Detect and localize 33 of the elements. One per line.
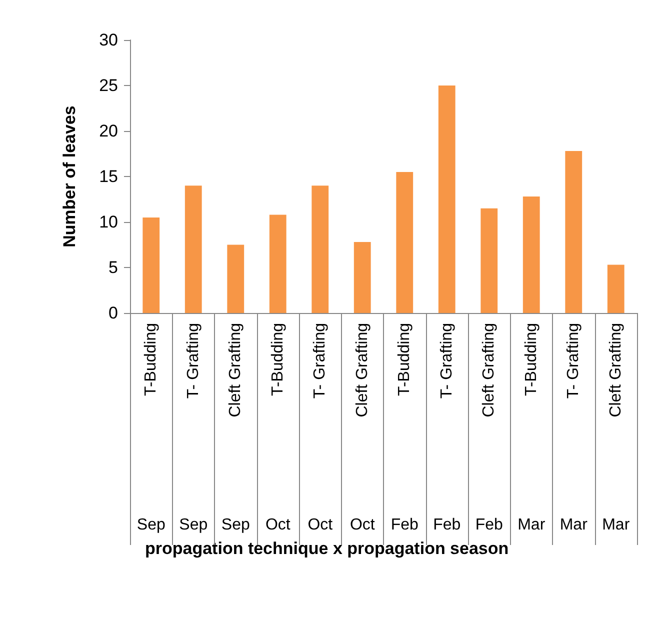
category-label: T-Budding Oct bbox=[265, 323, 290, 534]
bar bbox=[227, 244, 244, 313]
bar bbox=[312, 186, 329, 313]
bar bbox=[522, 196, 540, 313]
category-label: T-Budding Feb bbox=[390, 323, 418, 534]
category-label: Cleft Grafting Mar bbox=[602, 323, 630, 534]
category-label: Cleft Grafting Oct bbox=[350, 323, 375, 534]
y-axis-title: Number of leaves bbox=[60, 106, 79, 248]
y-tick-label: 10 bbox=[99, 212, 118, 232]
bar bbox=[142, 217, 160, 313]
y-tick-label: 20 bbox=[99, 122, 118, 140]
category-label: T- Grafting Sep bbox=[179, 323, 208, 534]
bar bbox=[269, 214, 286, 313]
y-tick-label: 5 bbox=[108, 258, 118, 277]
category-label: T- Grafting Oct bbox=[308, 323, 333, 534]
category-label: T-Budding Sep bbox=[136, 323, 166, 534]
category-label: T-Budding Mar bbox=[518, 323, 546, 534]
y-tick-label: 30 bbox=[99, 30, 118, 50]
bar bbox=[354, 242, 371, 313]
category-label: Cleft Grafting Feb bbox=[475, 323, 503, 534]
category-label: Cleft Grafting Sep bbox=[221, 323, 250, 534]
bar bbox=[607, 264, 624, 313]
bar bbox=[480, 208, 498, 313]
y-tick-label: 0 bbox=[108, 304, 118, 322]
y-tick-label: 25 bbox=[99, 76, 118, 95]
category-label: T- Grafting Feb bbox=[433, 323, 461, 534]
category-label: T- Grafting Mar bbox=[560, 323, 588, 534]
text: propagation technique x propagation season bbox=[145, 539, 509, 558]
bar bbox=[565, 151, 582, 313]
bar bbox=[184, 186, 202, 313]
bar bbox=[396, 172, 414, 313]
y-tick-label: 15 bbox=[99, 167, 118, 186]
bar bbox=[438, 86, 456, 313]
